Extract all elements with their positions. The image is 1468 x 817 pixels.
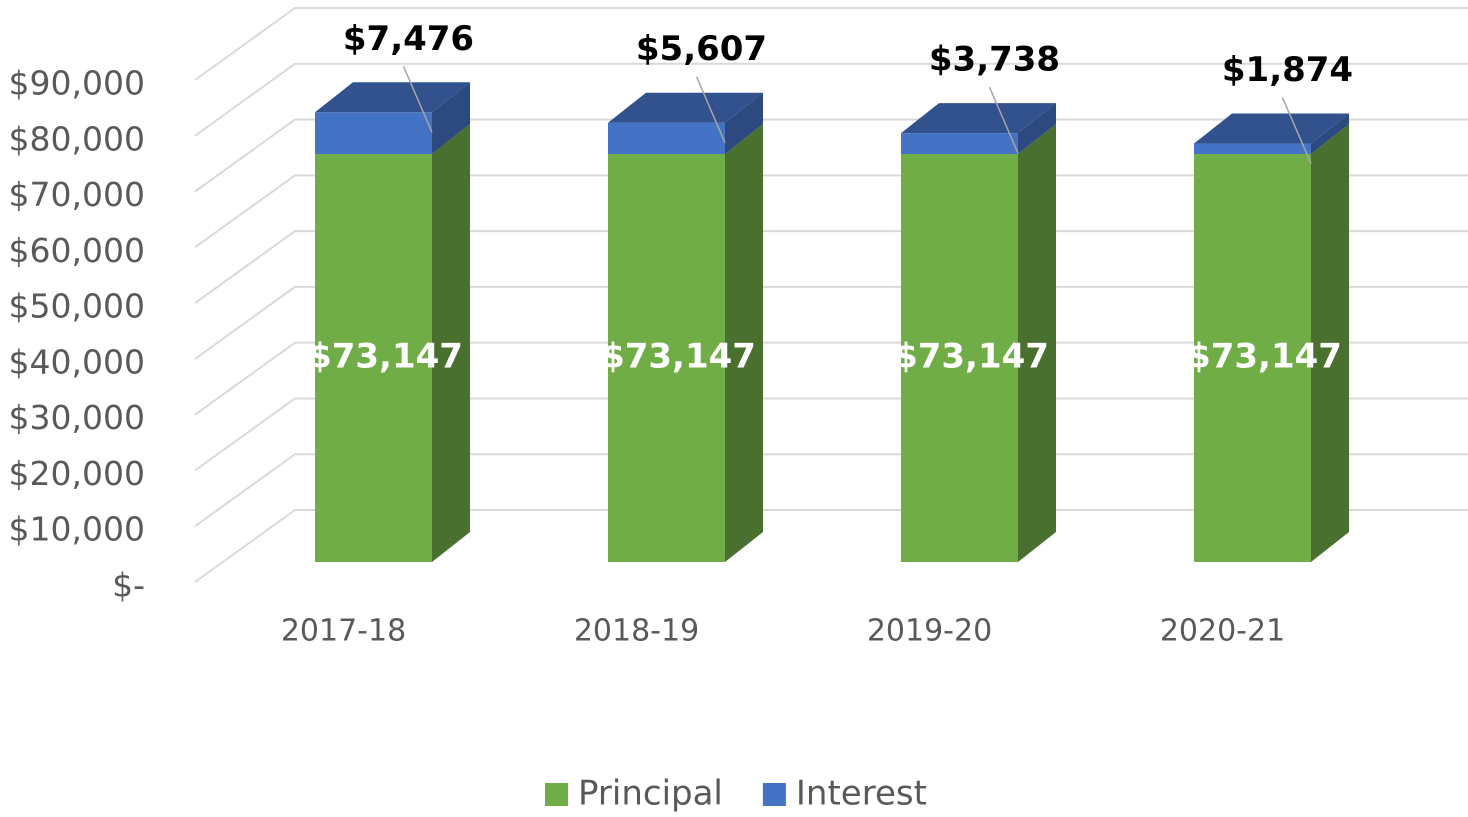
bar bbox=[901, 154, 1018, 562]
leader-line bbox=[1281, 97, 1312, 164]
bar-top bbox=[1194, 113, 1349, 144]
bar-side bbox=[432, 124, 470, 562]
leader-line bbox=[402, 66, 433, 133]
data-label: $5,607 bbox=[636, 29, 767, 69]
data-label: $3,738 bbox=[929, 40, 1060, 80]
bar-side bbox=[725, 92, 763, 155]
data-label: $73,147 bbox=[308, 337, 463, 377]
legend-label: Principal bbox=[578, 774, 723, 814]
grid-line bbox=[194, 341, 1468, 416]
grid-line bbox=[194, 453, 1468, 528]
grid-line bbox=[194, 174, 1468, 249]
bar-side bbox=[1018, 124, 1056, 562]
data-label: $73,147 bbox=[894, 337, 1049, 377]
bar bbox=[1194, 143, 1311, 155]
bar bbox=[901, 133, 1018, 155]
x-tick-label: 2020-21 bbox=[1160, 614, 1285, 649]
x-tick-label: 2019-20 bbox=[867, 614, 992, 649]
bar-top bbox=[608, 92, 763, 123]
data-label: $7,476 bbox=[343, 19, 474, 59]
bar-side bbox=[1311, 113, 1349, 155]
data-label: $73,147 bbox=[1187, 337, 1342, 377]
grid-line bbox=[194, 509, 1468, 583]
grid-line bbox=[194, 285, 1468, 360]
y-tick-label: $10,000 bbox=[9, 510, 145, 549]
legend-swatch bbox=[762, 783, 786, 806]
leader-line bbox=[988, 86, 1019, 154]
grid-line bbox=[194, 397, 1468, 472]
x-tick-label: 2017-18 bbox=[281, 614, 406, 649]
y-tick-label: $20,000 bbox=[9, 454, 145, 493]
grid-line bbox=[194, 62, 1468, 137]
grid-line bbox=[194, 7, 1468, 81]
bar bbox=[1194, 154, 1311, 562]
bar bbox=[608, 154, 725, 562]
bar-side bbox=[432, 82, 470, 155]
bar-top bbox=[901, 103, 1056, 134]
bar bbox=[608, 122, 725, 155]
grid-line bbox=[194, 230, 1468, 304]
y-tick-label: $40,000 bbox=[9, 342, 145, 381]
bar-side bbox=[1018, 103, 1056, 155]
x-tick-label: 2018-19 bbox=[574, 614, 699, 649]
bar bbox=[315, 112, 432, 155]
bar-side bbox=[725, 124, 763, 562]
y-tick-label: $50,000 bbox=[9, 287, 145, 326]
y-tick-label: $60,000 bbox=[9, 231, 145, 270]
bar-side bbox=[1311, 124, 1349, 562]
data-label: $73,147 bbox=[601, 337, 756, 377]
y-tick-label: $- bbox=[112, 566, 145, 605]
grid-line bbox=[194, 118, 1468, 193]
y-tick-label: $90,000 bbox=[9, 64, 145, 103]
legend-label: Interest bbox=[796, 774, 927, 814]
y-tick-label: $30,000 bbox=[9, 398, 145, 437]
data-label: $1,874 bbox=[1222, 50, 1353, 90]
legend-swatch bbox=[545, 783, 568, 806]
bar-top bbox=[315, 82, 470, 113]
bar bbox=[315, 154, 432, 562]
y-tick-label: $70,000 bbox=[9, 175, 145, 214]
y-tick-label: $80,000 bbox=[9, 119, 145, 158]
leader-line bbox=[695, 76, 726, 144]
